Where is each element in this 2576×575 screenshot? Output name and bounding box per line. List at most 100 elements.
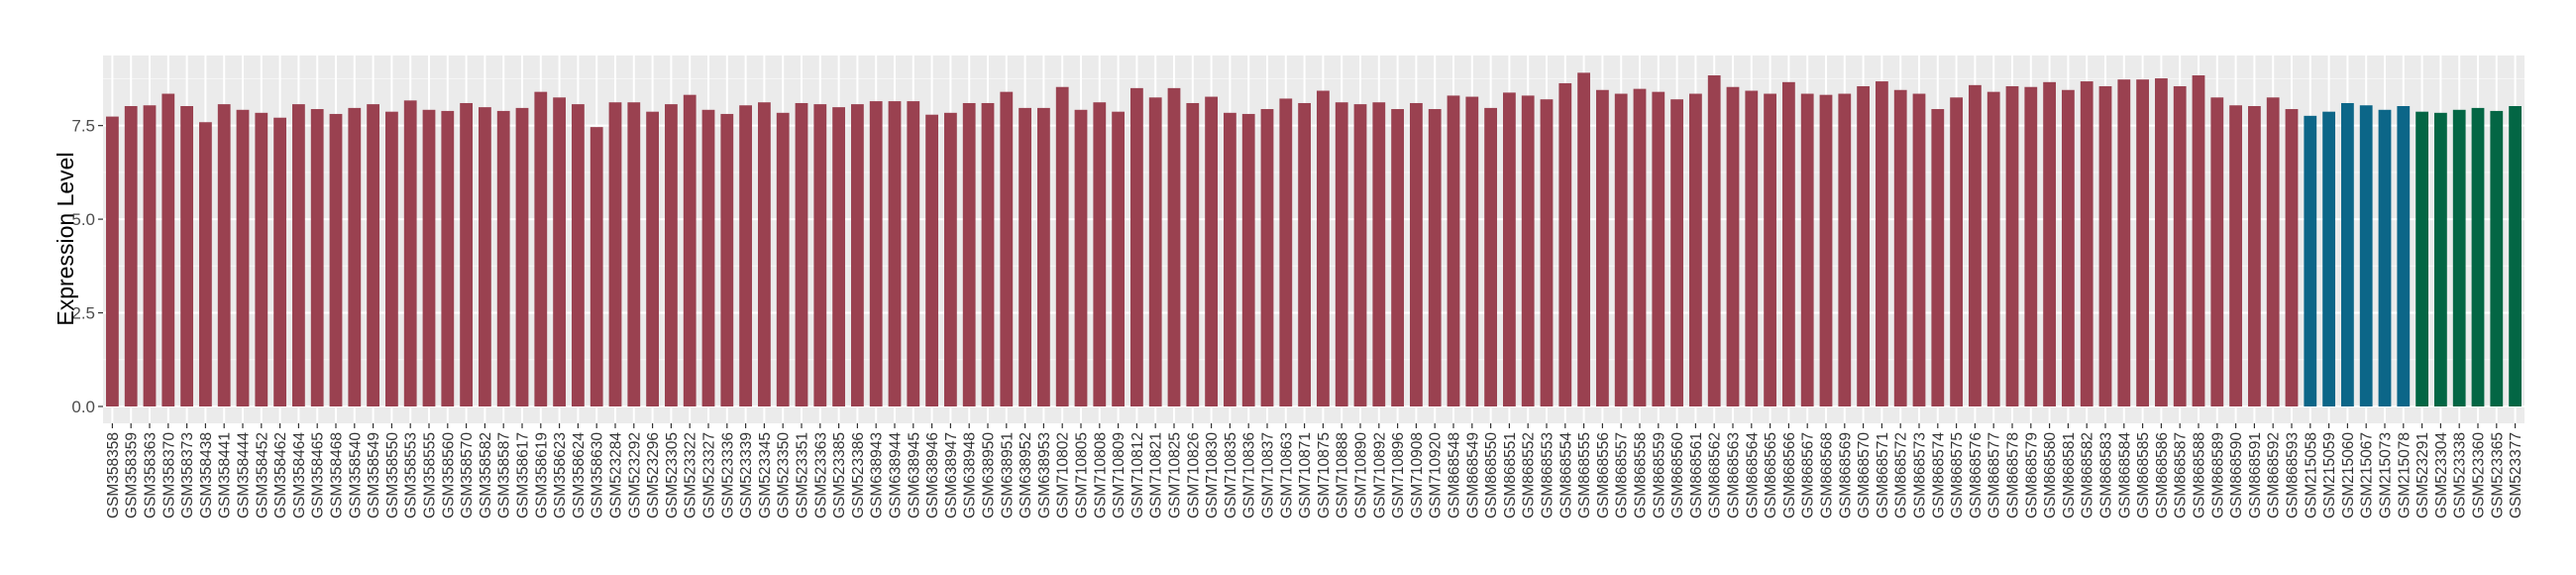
bar-GSM710808: [1093, 102, 1107, 406]
bar-GSM868587: [2173, 85, 2187, 406]
x-tick-label: GSM868550: [1483, 432, 1500, 518]
x-tick-label: GSM710896: [1390, 432, 1407, 518]
bar-GSM523292: [627, 102, 641, 406]
bar-GSM358452: [255, 112, 268, 406]
bar-GSM523291: [2415, 111, 2428, 406]
bar-GSM523345: [758, 102, 771, 406]
x-tick-label: GSM358462: [272, 432, 289, 518]
x-tick-label: GSM638948: [962, 432, 979, 518]
bar-GSM638947: [944, 112, 957, 406]
bar-GSM523304: [2434, 112, 2447, 406]
y-tick-label: 0.0: [71, 398, 95, 416]
x-tick-label: GSM358370: [161, 432, 177, 518]
x-tick-label: GSM710812: [1129, 432, 1146, 518]
x-tick-label: GSM523385: [831, 432, 848, 518]
bar-GSM868576: [1969, 84, 1982, 406]
x-tick-label: GSM710835: [1223, 432, 1239, 518]
bar-GSM523339: [739, 105, 752, 406]
x-tick-label: GSM868571: [1875, 432, 1891, 518]
bar-GSM358441: [217, 104, 231, 406]
x-tick-label: GSM358540: [347, 432, 364, 518]
bar-GSM868566: [1782, 81, 1795, 406]
bar-GSM710812: [1130, 87, 1143, 406]
x-tick-label: GSM868560: [1669, 432, 1686, 518]
x-tick-label: GSM638944: [888, 432, 905, 518]
x-tick-label: GSM868548: [1447, 432, 1463, 518]
bar-GSM710863: [1279, 98, 1293, 406]
x-tick-label: GSM868554: [1557, 432, 1574, 518]
bar-GSM868558: [1633, 88, 1647, 406]
x-tick-label: GSM868573: [1912, 432, 1929, 518]
x-tick-label: GSM710826: [1185, 432, 1202, 518]
bar-GSM868563: [1726, 86, 1740, 406]
x-tick-label: GSM358619: [533, 432, 550, 518]
x-tick-label: GSM710890: [1353, 432, 1370, 518]
x-tick-label: GSM868553: [1540, 432, 1556, 518]
x-tick-label: GSM868570: [1856, 432, 1873, 518]
bar-GSM868554: [1558, 82, 1572, 406]
x-tick-label: GSM638950: [981, 432, 998, 518]
bar-GSM868570: [1857, 85, 1870, 406]
bar-GSM868568: [1819, 94, 1833, 406]
x-tick-label: GSM523322: [683, 432, 699, 518]
x-tick-label: GSM868589: [2209, 432, 2226, 518]
x-tick-label: GSM710808: [1092, 432, 1109, 518]
bar-GSM710805: [1074, 109, 1088, 406]
bar-GSM710830: [1205, 96, 1218, 406]
bar-GSM710825: [1167, 87, 1181, 406]
x-tick-label: GSM710825: [1167, 432, 1184, 518]
bar-GSM868573: [1912, 93, 1926, 406]
x-tick-label: GSM358359: [124, 432, 141, 518]
bar-GSM868575: [1950, 97, 1963, 406]
bar-GSM358617: [515, 107, 529, 406]
bar-GSM868574: [1931, 109, 1945, 406]
x-tick-label: GSM868562: [1707, 432, 1724, 518]
x-tick-label: GSM358358: [105, 432, 122, 518]
x-tick-label: GSM868582: [2080, 432, 2096, 518]
bar-GSM523327: [701, 109, 715, 406]
x-tick-label: GSM868567: [1800, 432, 1817, 518]
bar-GSM868553: [1540, 99, 1554, 406]
x-tick-label: GSM358623: [552, 432, 569, 518]
y-axis-title: Expression Level: [53, 152, 78, 325]
x-tick-label: GSM710888: [1335, 432, 1351, 518]
x-tick-label: GSM638953: [1036, 432, 1053, 518]
bar-GSM868578: [2005, 85, 2019, 406]
x-tick-label: GSM710821: [1148, 432, 1165, 518]
x-tick-label: GSM358624: [571, 432, 588, 518]
bar-GSM868591: [2248, 106, 2261, 406]
bar-GSM868571: [1876, 81, 1888, 406]
bar-GSM868561: [1689, 93, 1702, 406]
bar-GSM868581: [2062, 89, 2075, 406]
x-tick-label: GSM523305: [664, 432, 681, 518]
bar-GSM358555: [422, 109, 436, 406]
bar-GSM358553: [403, 100, 417, 406]
x-axis: GSM358358 GSM358359 GSM358363 GSM358370 GSM3…: [105, 423, 2524, 518]
x-tick-label: GSM523350: [776, 432, 793, 518]
bar-GSM358462: [273, 117, 286, 406]
bar-GSM710875: [1317, 90, 1330, 406]
bar-GSM868548: [1447, 95, 1460, 406]
x-tick-label: GSM868557: [1614, 432, 1631, 518]
bar-GSM710908: [1410, 102, 1423, 406]
x-tick-label: GSM358582: [478, 432, 494, 518]
bar-GSM358587: [496, 110, 510, 406]
bar-GSM868577: [1986, 91, 2000, 406]
x-tick-label: GSM868568: [1819, 432, 1836, 518]
bar-GSM358549: [367, 104, 379, 406]
bar-GSM638943: [869, 101, 883, 406]
x-tick-label: GSM523363: [812, 432, 829, 518]
bar-GSM868551: [1503, 92, 1516, 406]
bar-GSM868565: [1764, 93, 1776, 406]
x-tick-label: GSM868574: [1930, 432, 1947, 518]
bar-GSM868579: [2024, 86, 2038, 406]
y-tick-label: 2.5: [71, 304, 95, 323]
bar-GSM358373: [180, 106, 193, 406]
bar-GSM523305: [665, 104, 678, 406]
bar-GSM868555: [1577, 72, 1590, 406]
bar-GSM868560: [1670, 99, 1683, 406]
bar-GSM638953: [1037, 107, 1050, 406]
bar-GSM710871: [1298, 102, 1311, 406]
bar-GSM358624: [572, 104, 585, 406]
